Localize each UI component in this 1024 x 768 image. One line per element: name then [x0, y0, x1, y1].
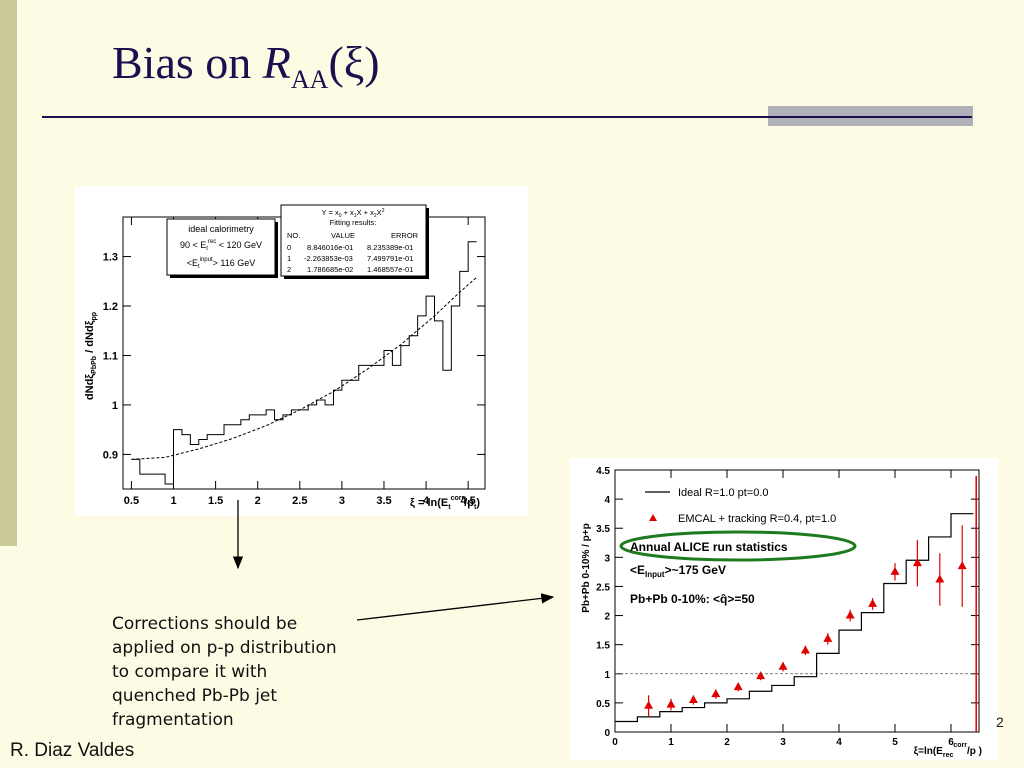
- emcal-point: [823, 634, 832, 642]
- y-tick-label: 3.5: [596, 524, 610, 535]
- fit-title: Fitting results:: [330, 218, 377, 227]
- raa-chart: 0 1 2 3 4 5 600.511.522.533.544.5 Pb+Pb 0-10% …: [570, 458, 998, 760]
- emcal-point: [667, 700, 676, 708]
- x-tick-label: 5: [892, 737, 898, 748]
- x-tick-label: 0: [612, 737, 618, 748]
- x-tick-label: 1.5: [208, 495, 223, 507]
- y-tick-label: 1.1: [103, 350, 118, 362]
- calorimetry-legend: ideal calorimetry 90 < Etrec < 120 GeV <…: [167, 219, 278, 278]
- x-tick-label: 2.5: [292, 495, 307, 507]
- x-tick-label: 2: [255, 495, 261, 507]
- x-tick-label: 3: [339, 495, 345, 507]
- fit-row-1-no: 1: [287, 254, 291, 263]
- fit-row-0-value: 8.846016e-01: [307, 243, 353, 252]
- legend-emcal-swatch: [649, 514, 657, 521]
- note-line-4: quenched Pb-Pb jet: [112, 684, 392, 708]
- y-tick-label: 4.5: [596, 466, 610, 477]
- correction-note: Corrections should be applied on p-p dis…: [112, 612, 392, 732]
- emcal-point: [801, 645, 810, 653]
- y-tick-label: 4: [604, 495, 610, 506]
- x-tick-label: 3.5: [376, 495, 391, 507]
- fit-row-0-error: 8.235389e-01: [367, 243, 413, 252]
- x-tick-label: 3: [780, 737, 786, 748]
- legend-ideal-label: Ideal R=1.0 pt=0.0: [678, 487, 769, 499]
- note-line-5: fragmentation: [112, 708, 392, 732]
- slide-title: Bias on RAA(ξ): [112, 36, 380, 95]
- x-tick-label: 1: [170, 495, 176, 507]
- emcal-point: [868, 599, 877, 607]
- y-tick-label: 3: [604, 553, 610, 564]
- y-tick-label: 1: [112, 400, 118, 412]
- ratio-chart-panel: 0.5 1 1.5 2 2.5 3 3.5 4 4.5 0.9 1 1.1 1.2 1.3 dNdξPbP…: [75, 186, 528, 516]
- emcal-point: [711, 689, 720, 697]
- emcal-point: [644, 701, 653, 709]
- x-tick-label: 4: [836, 737, 842, 748]
- note-line-2: applied on p-p distribution: [112, 636, 392, 660]
- emcal-point: [689, 695, 698, 703]
- fit-row-1-error: 7.499791e-01: [367, 254, 413, 263]
- y-axis-label: dNdξPbPb / dNdξpp: [84, 312, 98, 400]
- title-rule: [42, 116, 972, 118]
- fit-results-box: Y = x0 + x1X + x2X2 Fitting results: NO.…: [281, 205, 429, 279]
- raa-chart-panel: 0 1 2 3 4 5 6 0 0.5 1 1.5 2 2.5 3 3.5 4 4.5 Pb+Pb 0-10% …: [570, 458, 998, 760]
- y-tick-label: 0.9: [103, 449, 118, 461]
- y-tick-label: 2: [604, 612, 610, 623]
- accent-bar: [0, 0, 17, 546]
- emcal-point: [734, 682, 743, 690]
- y-tick-label: 1.2: [103, 301, 118, 313]
- annotation-einput: <EInput>~175 GeV: [630, 563, 726, 579]
- x-tick-label: 1: [668, 737, 674, 748]
- fit-row-1-value: -2.263853e-03: [304, 254, 353, 263]
- annotation-statistics: Annual ALICE run statistics: [630, 540, 788, 554]
- x-tick-label: 0.5: [124, 495, 139, 507]
- emcal-point: [935, 574, 944, 582]
- legend-line-1: ideal calorimetry: [188, 224, 254, 234]
- fit-row-2-value: 1.786685e-02: [307, 265, 353, 274]
- note-line-3: to compare it with: [112, 660, 392, 684]
- x-axis-label: ξ = ln(Etcorr/pt): [410, 495, 480, 511]
- emcal-point: [891, 567, 900, 575]
- y-tick-label: 1.5: [596, 641, 610, 652]
- fit-row-2-no: 2: [287, 265, 291, 274]
- fit-header-error: ERROR: [391, 231, 419, 240]
- emcal-point: [958, 561, 967, 569]
- note-line-1: Corrections should be: [112, 612, 392, 636]
- x-tick-label: 2: [724, 737, 730, 748]
- series-legend: Ideal R=1.0 pt=0.0 EMCAL + tracking R=0.…: [645, 487, 836, 525]
- y-tick-label: 0: [604, 728, 610, 739]
- emcal-point: [756, 671, 765, 679]
- y-tick-label: 1.3: [103, 252, 118, 264]
- fit-curve: [131, 277, 476, 459]
- legend-emcal-label: EMCAL + tracking R=0.4, pt=1.0: [678, 513, 836, 525]
- author-name: R. Diaz Valdes: [10, 740, 134, 762]
- emcal-point: [913, 558, 922, 566]
- emcal-point: [846, 611, 855, 619]
- fit-row-2-error: 1.468557e-01: [367, 265, 413, 274]
- y-tick-label: 0.5: [596, 699, 610, 710]
- y-tick-label: 2.5: [596, 582, 610, 593]
- annotation-qhat: Pb+Pb 0-10%: <q̂>=50: [630, 592, 755, 606]
- fit-row-0-no: 0: [287, 243, 291, 252]
- y-axis-label: Pb+Pb 0-10% / p+p: [581, 523, 592, 612]
- y-tick-label: 1: [604, 670, 610, 681]
- ratio-chart: 0.5 1 1.5 2 2.5 3 3.5 4 4.50.911.11.21.3 dNdξPbP…: [75, 186, 528, 516]
- fit-header-value: VALUE: [331, 231, 355, 240]
- page-number: 2: [996, 714, 1004, 730]
- emcal-point: [779, 662, 788, 670]
- fit-header-no: NO.: [287, 231, 300, 240]
